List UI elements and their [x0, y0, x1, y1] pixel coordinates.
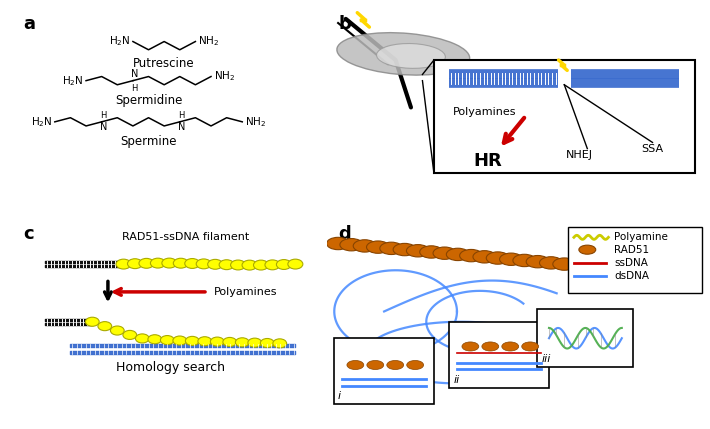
Text: RAD51-ssDNA filament: RAD51-ssDNA filament	[122, 233, 250, 242]
Circle shape	[473, 251, 496, 263]
Bar	[334, 338, 434, 404]
Bar	[434, 60, 694, 173]
Circle shape	[98, 322, 111, 331]
Text: $\mathsf{NH_2}$: $\mathsf{NH_2}$	[214, 69, 235, 83]
Circle shape	[387, 360, 404, 369]
Circle shape	[123, 330, 136, 339]
Circle shape	[210, 337, 224, 346]
Circle shape	[482, 342, 498, 351]
Circle shape	[433, 247, 456, 260]
Circle shape	[196, 259, 211, 269]
Text: H: H	[178, 111, 185, 120]
Circle shape	[253, 260, 268, 270]
Ellipse shape	[376, 43, 445, 68]
Circle shape	[173, 336, 187, 345]
Circle shape	[265, 260, 280, 270]
Circle shape	[148, 335, 162, 344]
Circle shape	[459, 249, 483, 262]
Text: a: a	[23, 15, 36, 33]
Text: d: d	[338, 225, 351, 243]
Circle shape	[553, 258, 576, 270]
Text: $\mathsf{NH_2}$: $\mathsf{NH_2}$	[198, 35, 219, 48]
Circle shape	[231, 260, 246, 270]
Circle shape	[540, 257, 562, 269]
Text: iii: iii	[541, 354, 551, 364]
Circle shape	[366, 241, 390, 253]
Text: b: b	[338, 15, 351, 33]
Circle shape	[185, 259, 200, 269]
Text: H: H	[131, 85, 138, 94]
Circle shape	[236, 338, 249, 347]
Text: SSA: SSA	[641, 144, 664, 154]
Text: Polyamines: Polyamines	[214, 287, 278, 297]
Circle shape	[347, 360, 364, 369]
Circle shape	[261, 338, 274, 347]
Text: H: H	[100, 111, 106, 120]
Text: Homology search: Homology search	[116, 360, 225, 374]
Text: NHEJ: NHEJ	[566, 150, 593, 160]
Circle shape	[513, 254, 536, 267]
Circle shape	[407, 360, 424, 369]
Circle shape	[242, 260, 257, 270]
Circle shape	[340, 239, 363, 251]
Bar	[537, 309, 633, 367]
Text: ssDNA: ssDNA	[614, 258, 648, 268]
Circle shape	[462, 342, 479, 351]
Circle shape	[185, 336, 199, 345]
Circle shape	[447, 248, 469, 260]
Circle shape	[85, 317, 99, 326]
Circle shape	[380, 242, 403, 254]
Circle shape	[160, 335, 174, 344]
Bar	[449, 322, 549, 388]
Text: $\mathsf{NH_2}$: $\mathsf{NH_2}$	[245, 115, 266, 129]
Text: Spermidine: Spermidine	[115, 94, 182, 107]
Circle shape	[276, 260, 291, 269]
Circle shape	[173, 258, 188, 268]
Circle shape	[248, 338, 261, 347]
Circle shape	[288, 259, 303, 269]
Circle shape	[151, 258, 165, 268]
Circle shape	[116, 259, 131, 269]
Text: $\mathsf{H_2N}$: $\mathsf{H_2N}$	[109, 35, 131, 48]
Text: i: i	[338, 391, 342, 401]
Text: $\mathsf{H_2N}$: $\mathsf{H_2N}$	[31, 115, 53, 129]
Text: HR: HR	[474, 152, 502, 170]
Circle shape	[486, 252, 509, 264]
Circle shape	[420, 246, 443, 258]
Ellipse shape	[337, 33, 470, 75]
Bar	[568, 227, 702, 293]
Text: Polyamine: Polyamine	[614, 233, 668, 242]
Text: Putrescine: Putrescine	[133, 57, 195, 70]
Circle shape	[111, 326, 124, 335]
Circle shape	[367, 360, 383, 369]
Circle shape	[139, 258, 154, 268]
Text: RAD51: RAD51	[614, 245, 649, 255]
Circle shape	[162, 258, 177, 268]
Text: dsDNA: dsDNA	[614, 272, 649, 281]
Circle shape	[128, 259, 143, 269]
Circle shape	[273, 339, 287, 348]
Circle shape	[579, 245, 596, 254]
Circle shape	[208, 260, 223, 269]
Circle shape	[522, 342, 539, 351]
Circle shape	[198, 337, 212, 346]
Text: Spermine: Spermine	[120, 135, 177, 148]
Circle shape	[223, 338, 236, 347]
Circle shape	[406, 245, 430, 257]
Text: N: N	[178, 122, 185, 132]
Text: c: c	[23, 225, 34, 243]
Text: N: N	[99, 122, 107, 132]
Text: ii: ii	[453, 375, 459, 384]
Circle shape	[502, 342, 519, 351]
Circle shape	[500, 253, 523, 266]
Circle shape	[136, 334, 149, 343]
Text: N: N	[131, 69, 138, 79]
Circle shape	[393, 243, 416, 256]
Circle shape	[219, 260, 234, 270]
Text: $\mathsf{H_2N}$: $\mathsf{H_2N}$	[62, 74, 84, 88]
Circle shape	[327, 237, 349, 250]
Circle shape	[526, 256, 550, 268]
Circle shape	[353, 240, 376, 252]
Text: Polyamines: Polyamines	[453, 106, 517, 117]
